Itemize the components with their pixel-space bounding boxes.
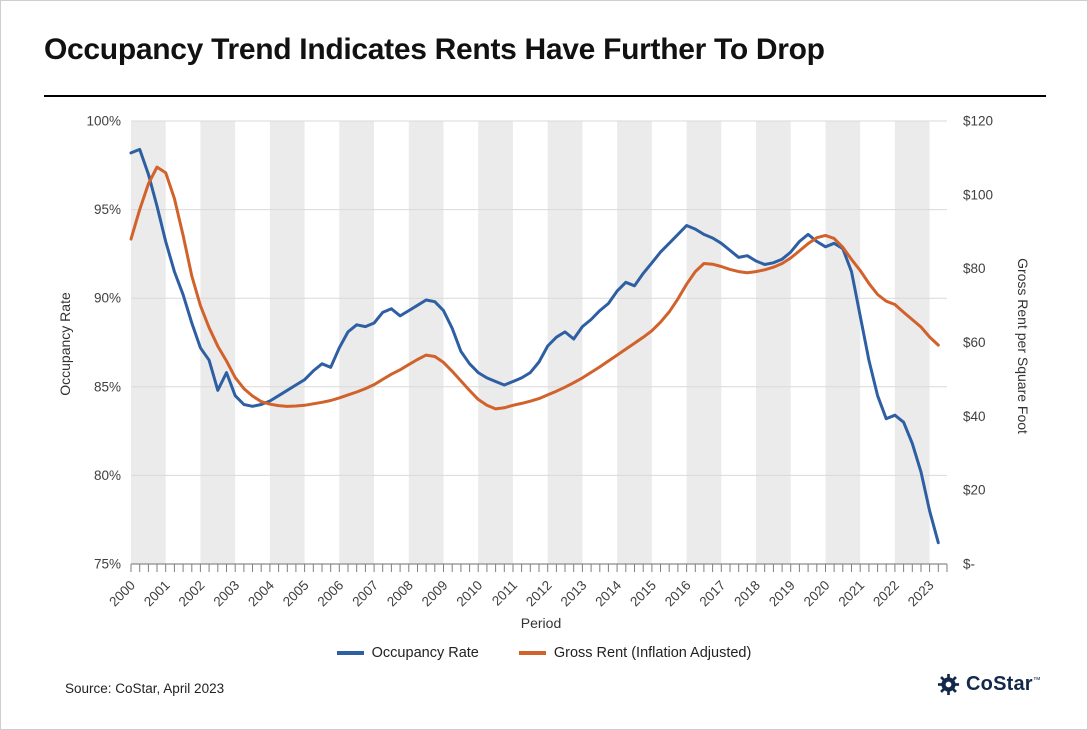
svg-text:$100: $100 <box>963 187 993 202</box>
svg-text:$-: $- <box>963 557 975 572</box>
svg-text:2012: 2012 <box>523 578 555 610</box>
trademark-symbol: ™ <box>1032 675 1041 685</box>
svg-text:100%: 100% <box>86 114 121 129</box>
chart-title: Occupancy Trend Indicates Rents Have Fur… <box>44 33 825 66</box>
svg-text:2022: 2022 <box>870 578 902 610</box>
svg-text:2019: 2019 <box>766 578 798 610</box>
svg-text:$120: $120 <box>963 114 993 129</box>
svg-text:2020: 2020 <box>801 578 833 610</box>
legend-item-occupancy-rate: Occupancy Rate <box>336 645 479 661</box>
svg-text:2007: 2007 <box>349 578 381 610</box>
legend-item-gross-rent: Gross Rent (Inflation Adjusted) <box>518 645 752 661</box>
svg-text:2009: 2009 <box>419 578 451 610</box>
gridlines <box>131 120 947 565</box>
svg-text:2013: 2013 <box>558 578 590 610</box>
svg-text:2002: 2002 <box>176 578 208 610</box>
svg-text:2023: 2023 <box>905 578 937 610</box>
svg-text:2021: 2021 <box>835 578 867 610</box>
legend-swatch-gross-rent <box>518 651 546 655</box>
source-note: Source: CoStar, April 2023 <box>65 681 225 696</box>
series-gross-rent-inflation-adjusted <box>129 165 940 411</box>
svg-text:2017: 2017 <box>697 578 729 610</box>
title-divider <box>44 95 1046 97</box>
svg-text:95%: 95% <box>94 202 121 217</box>
year-bands <box>131 121 930 564</box>
svg-text:2010: 2010 <box>453 578 485 610</box>
svg-text:$80: $80 <box>963 261 986 276</box>
legend-label-gross-rent: Gross Rent (Inflation Adjusted) <box>553 645 752 661</box>
legend-swatch-occupancy-rate <box>336 651 364 655</box>
svg-text:2011: 2011 <box>489 578 520 609</box>
svg-text:2004: 2004 <box>245 577 277 609</box>
x-axis-title: Period <box>520 615 562 631</box>
svg-text:2014: 2014 <box>592 577 624 609</box>
svg-text:85%: 85% <box>94 379 121 394</box>
svg-text:$60: $60 <box>963 335 986 350</box>
svg-text:2003: 2003 <box>210 578 242 610</box>
svg-text:2018: 2018 <box>731 578 763 610</box>
x-axis-tick-comb <box>130 564 948 572</box>
svg-text:2005: 2005 <box>280 578 312 610</box>
svg-text:2006: 2006 <box>315 578 347 610</box>
svg-text:90%: 90% <box>94 291 121 306</box>
svg-text:$20: $20 <box>963 483 986 498</box>
svg-text:2001: 2001 <box>141 578 173 610</box>
costar-logo: CoStar™ <box>937 673 1041 696</box>
y-right-tick-labels: $- $20 $40 $60 $80 $100 $120 <box>963 114 993 572</box>
costar-logo-text: CoStar™ <box>966 673 1041 695</box>
svg-text:2000: 2000 <box>106 578 138 610</box>
chart-legend: Occupancy Rate Gross Rent (Inflation Adj… <box>1 645 1087 661</box>
svg-text:2016: 2016 <box>662 578 694 610</box>
svg-text:$40: $40 <box>963 409 986 424</box>
svg-text:75%: 75% <box>94 557 121 572</box>
svg-text:2015: 2015 <box>627 578 659 610</box>
y-axis-right-title: Gross Rent per Square Foot <box>1015 258 1031 434</box>
series-occupancy-rate <box>129 147 940 545</box>
x-tick-labels: 2000 2001 2002 2003 2004 2005 2006 2007 2008 2009… <box>106 577 936 609</box>
svg-text:2008: 2008 <box>384 578 416 610</box>
legend-label-occupancy-rate: Occupancy Rate <box>371 645 479 661</box>
svg-text:80%: 80% <box>94 468 121 483</box>
y-axis-left-title: Occupancy Rate <box>57 292 73 396</box>
costar-logo-icon <box>937 673 960 696</box>
y-left-tick-labels: 75% 80% 85% 90% 95% 100% <box>86 114 121 572</box>
